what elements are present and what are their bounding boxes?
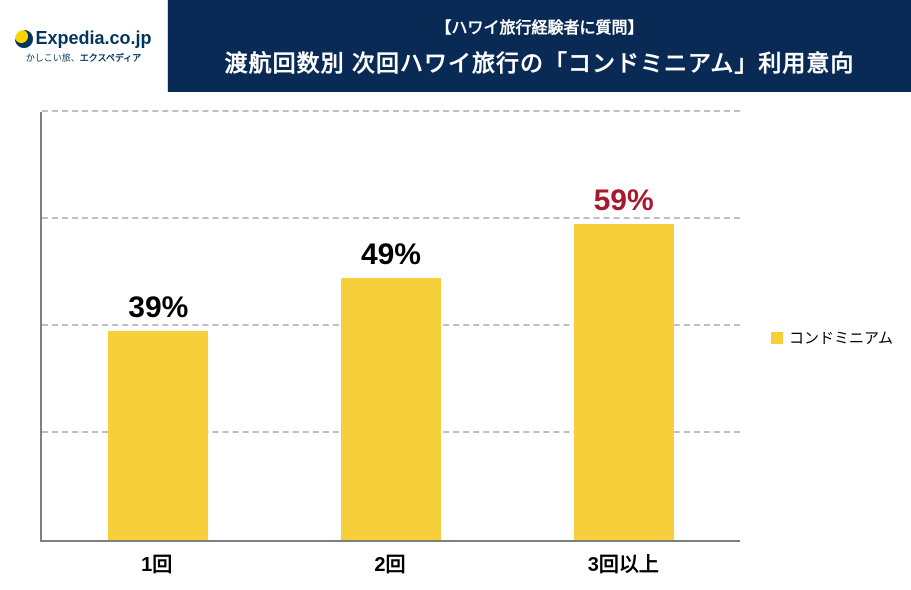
bar-group: 49%	[275, 112, 508, 540]
bar	[341, 278, 441, 540]
chart-title: 渡航回数別 次回ハワイ旅行の「コンドミニアム」利用意向	[225, 44, 855, 78]
title-box: 【ハワイ旅行経験者に質問】 渡航回数別 次回ハワイ旅行の「コンドミニアム」利用意…	[168, 0, 911, 92]
bar-group: 59%	[507, 112, 740, 540]
survey-target: 【ハワイ旅行経験者に質問】	[435, 14, 643, 38]
x-axis-label: 2回	[273, 548, 506, 577]
bars: 39% 49% 59%	[42, 112, 740, 540]
legend-label: コンドミニアム	[789, 327, 893, 348]
logo-main: Expedia.co.jp	[15, 28, 151, 49]
plot: 39% 49% 59%	[40, 112, 740, 542]
bar-group: 39%	[42, 112, 275, 540]
bar-value-label: 39%	[128, 291, 188, 325]
brand-logo: Expedia.co.jp かしこい旅、エクスペディア	[0, 0, 168, 92]
header: Expedia.co.jp かしこい旅、エクスペディア 【ハワイ旅行経験者に質問…	[0, 0, 911, 92]
globe-icon	[15, 30, 33, 48]
x-axis-labels: 1回2回3回以上	[40, 548, 740, 577]
legend: コンドミニアム	[771, 327, 893, 348]
x-axis-label: 3回以上	[507, 548, 740, 577]
plot-area: 39% 49% 59%	[40, 112, 740, 542]
logo-tagline: かしこい旅、エクスペディア	[26, 51, 142, 64]
bar-value-label: 59%	[594, 184, 654, 218]
x-axis-label: 1回	[40, 548, 273, 577]
bar	[574, 224, 674, 540]
bar-value-label: 49%	[361, 238, 421, 272]
bar	[108, 331, 208, 540]
legend-swatch	[771, 332, 783, 344]
chart: 39% 49% 59% 1回2回3回以上 コンドミニアム	[0, 92, 911, 590]
logo-domain: Expedia.co.jp	[35, 28, 151, 49]
